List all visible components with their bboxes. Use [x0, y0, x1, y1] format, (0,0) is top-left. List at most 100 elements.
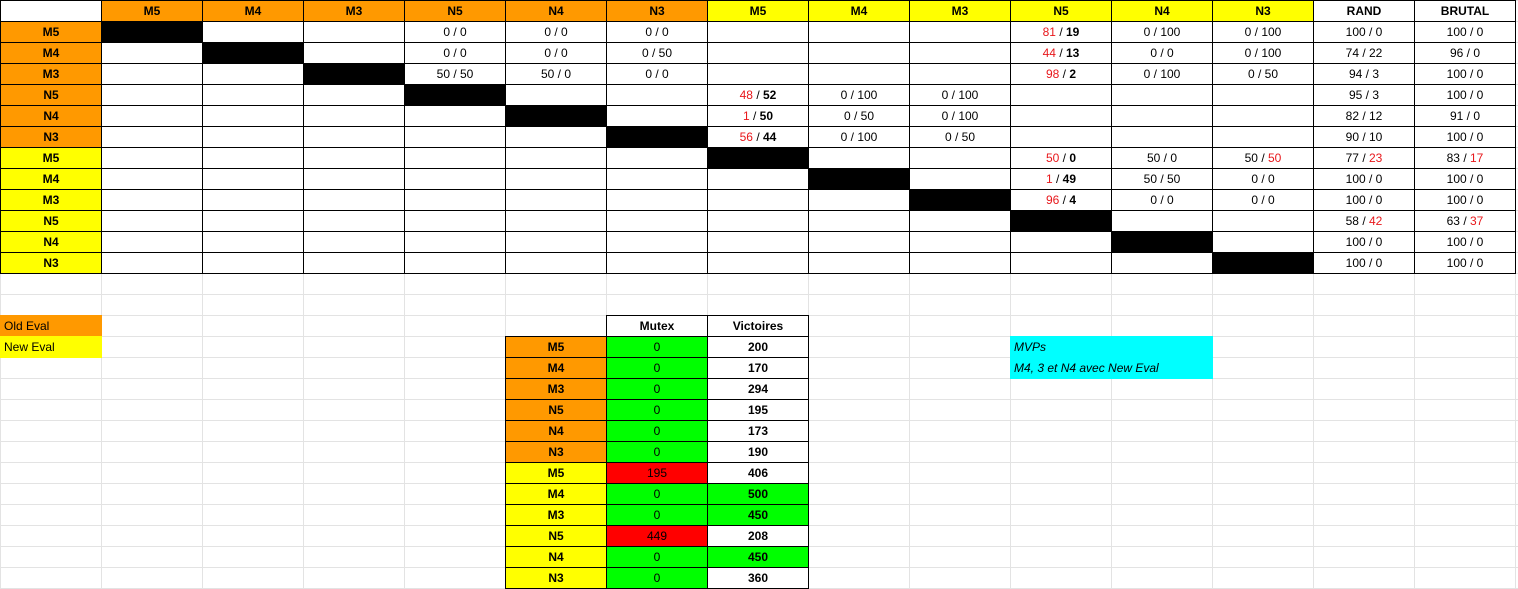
matrix-cell[interactable]: 100 / 0	[1313, 21, 1415, 43]
matrix-cell[interactable]	[606, 168, 708, 190]
summary-victoires-cell[interactable]: 200	[707, 336, 809, 358]
summary-row-label[interactable]: M5	[505, 462, 607, 484]
matrix-cell[interactable]	[909, 210, 1011, 232]
matrix-header-m5[interactable]: M5	[707, 0, 809, 22]
summary-victoires-cell[interactable]: 190	[707, 441, 809, 463]
matrix-header-brutal[interactable]: BRUTAL	[1414, 0, 1516, 22]
matrix-cell[interactable]	[1111, 252, 1213, 274]
summary-mutex-cell[interactable]: 195	[606, 462, 708, 484]
matrix-cell[interactable]	[101, 252, 203, 274]
summary-victoires-cell[interactable]: 450	[707, 504, 809, 526]
matrix-cell[interactable]: 100 / 0	[1313, 168, 1415, 190]
summary-row-label[interactable]: M3	[505, 378, 607, 400]
matrix-cell[interactable]: 74 / 22	[1313, 42, 1415, 64]
diagonal-cell[interactable]	[909, 189, 1011, 211]
matrix-header-corner[interactable]	[0, 0, 102, 22]
matrix-cell[interactable]: 0 / 100	[1111, 21, 1213, 43]
diagonal-cell[interactable]	[505, 105, 607, 127]
matrix-cell[interactable]	[808, 231, 910, 253]
summary-mutex-cell[interactable]: 0	[606, 357, 708, 379]
summary-mutex-cell[interactable]: 0	[606, 378, 708, 400]
summary-mutex-cell[interactable]: 449	[606, 525, 708, 547]
matrix-cell[interactable]	[707, 63, 809, 85]
matrix-cell[interactable]	[505, 231, 607, 253]
matrix-cell[interactable]: 0 / 100	[1212, 21, 1314, 43]
summary-mutex-cell[interactable]: 0	[606, 399, 708, 421]
matrix-cell[interactable]: 77 / 23	[1313, 147, 1415, 169]
summary-mutex-cell[interactable]: 0	[606, 420, 708, 442]
matrix-row-label[interactable]: N5	[0, 84, 102, 106]
matrix-cell[interactable]	[303, 105, 405, 127]
matrix-cell[interactable]	[303, 147, 405, 169]
matrix-cell[interactable]	[606, 210, 708, 232]
matrix-cell[interactable]	[1010, 105, 1112, 127]
summary-victoires-cell[interactable]: 173	[707, 420, 809, 442]
matrix-cell[interactable]: 100 / 0	[1414, 168, 1516, 190]
matrix-cell[interactable]	[606, 147, 708, 169]
matrix-cell[interactable]: 0 / 100	[808, 126, 910, 148]
matrix-cell[interactable]	[303, 210, 405, 232]
matrix-cell[interactable]: 63 / 37	[1414, 210, 1516, 232]
matrix-cell[interactable]: 0 / 0	[1111, 42, 1213, 64]
matrix-cell[interactable]	[1010, 84, 1112, 106]
matrix-cell[interactable]	[1212, 231, 1314, 253]
matrix-cell[interactable]: 98 / 2	[1010, 63, 1112, 85]
matrix-cell[interactable]	[202, 126, 304, 148]
matrix-cell[interactable]	[202, 189, 304, 211]
matrix-cell[interactable]: 0 / 50	[606, 42, 708, 64]
matrix-row-label[interactable]: N3	[0, 126, 102, 148]
matrix-cell[interactable]: 50 / 0	[1010, 147, 1112, 169]
matrix-cell[interactable]: 90 / 10	[1313, 126, 1415, 148]
matrix-cell[interactable]: 48 / 52	[707, 84, 809, 106]
matrix-cell[interactable]: 0 / 100	[909, 84, 1011, 106]
matrix-cell[interactable]	[101, 231, 203, 253]
matrix-header-rand[interactable]: RAND	[1313, 0, 1415, 22]
summary-victoires-cell[interactable]: 406	[707, 462, 809, 484]
matrix-cell[interactable]: 0 / 0	[1212, 189, 1314, 211]
mvp-title[interactable]: MVPs	[1010, 336, 1213, 358]
matrix-cell[interactable]	[303, 231, 405, 253]
matrix-cell[interactable]	[101, 105, 203, 127]
matrix-cell[interactable]	[404, 252, 506, 274]
matrix-header-m3[interactable]: M3	[303, 0, 405, 22]
matrix-cell[interactable]	[404, 126, 506, 148]
matrix-cell[interactable]	[808, 147, 910, 169]
matrix-cell[interactable]	[101, 42, 203, 64]
matrix-cell[interactable]: 1 / 50	[707, 105, 809, 127]
matrix-cell[interactable]: 100 / 0	[1414, 126, 1516, 148]
matrix-cell[interactable]: 100 / 0	[1414, 21, 1516, 43]
matrix-cell[interactable]: 0 / 0	[606, 21, 708, 43]
matrix-cell[interactable]: 81 / 19	[1010, 21, 1112, 43]
matrix-cell[interactable]	[101, 189, 203, 211]
matrix-row-label[interactable]: M3	[0, 63, 102, 85]
matrix-cell[interactable]	[303, 189, 405, 211]
matrix-cell[interactable]	[202, 84, 304, 106]
summary-mutex-cell[interactable]: 0	[606, 336, 708, 358]
matrix-cell[interactable]	[404, 189, 506, 211]
matrix-cell[interactable]	[303, 126, 405, 148]
summary-victoires-cell[interactable]: 208	[707, 525, 809, 547]
matrix-header-n3[interactable]: N3	[1212, 0, 1314, 22]
matrix-cell[interactable]: 100 / 0	[1313, 252, 1415, 274]
matrix-cell[interactable]	[101, 168, 203, 190]
matrix-cell[interactable]: 94 / 3	[1313, 63, 1415, 85]
matrix-cell[interactable]	[202, 252, 304, 274]
matrix-cell[interactable]: 96 / 0	[1414, 42, 1516, 64]
diagonal-cell[interactable]	[606, 126, 708, 148]
diagonal-cell[interactable]	[1111, 231, 1213, 253]
summary-victoires-cell[interactable]: 170	[707, 357, 809, 379]
matrix-cell[interactable]	[202, 168, 304, 190]
matrix-cell[interactable]	[606, 105, 708, 127]
matrix-row-label[interactable]: N3	[0, 252, 102, 274]
matrix-cell[interactable]	[808, 42, 910, 64]
matrix-cell[interactable]	[1010, 126, 1112, 148]
matrix-cell[interactable]	[202, 231, 304, 253]
matrix-cell[interactable]	[505, 210, 607, 232]
matrix-cell[interactable]	[505, 168, 607, 190]
matrix-cell[interactable]	[505, 84, 607, 106]
matrix-row-label[interactable]: M4	[0, 168, 102, 190]
matrix-cell[interactable]	[1111, 84, 1213, 106]
summary-mutex-cell[interactable]: 0	[606, 504, 708, 526]
matrix-cell[interactable]	[909, 231, 1011, 253]
